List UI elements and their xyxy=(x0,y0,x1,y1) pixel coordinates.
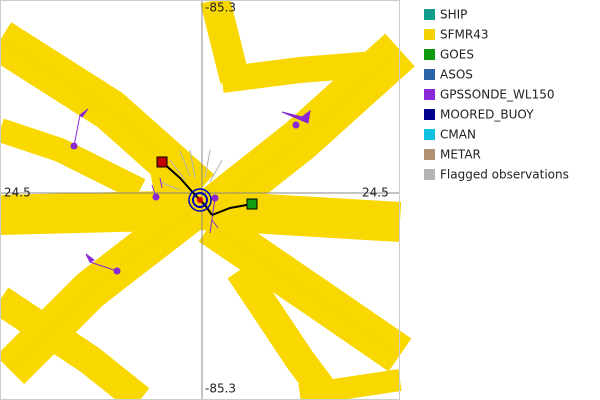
sfmr-swaths xyxy=(0,0,415,400)
legend-swatch xyxy=(424,169,435,180)
legend-swatch xyxy=(424,89,435,100)
legend-swatch xyxy=(424,109,435,120)
swath xyxy=(0,118,146,201)
storm-track xyxy=(156,156,258,216)
sonde-point xyxy=(211,194,219,202)
legend-label: GPSSONDE_WL150 xyxy=(440,88,554,102)
map-area: -85.3 -85.3 24.5 24.5 xyxy=(0,0,415,400)
center-point xyxy=(197,197,203,203)
sonde-barb xyxy=(85,253,118,272)
swath xyxy=(0,287,150,400)
sonde-point xyxy=(292,121,300,129)
track-line xyxy=(211,203,253,216)
axis-label-right: 24.5 xyxy=(362,186,389,200)
legend-label: GOES xyxy=(440,48,474,62)
gpssonde-barbs xyxy=(70,108,311,275)
legend-label: SFMR43 xyxy=(440,28,488,42)
swath-hatch xyxy=(204,49,401,216)
legend-label: CMAN xyxy=(440,128,476,142)
sonde-point xyxy=(70,142,78,150)
swath-hatch xyxy=(209,224,401,356)
end-marker xyxy=(246,198,258,210)
sonde-point xyxy=(152,193,160,201)
flagged-barb xyxy=(159,149,223,191)
swath xyxy=(111,108,184,203)
legend-swatch xyxy=(424,49,435,60)
start-marker xyxy=(156,156,168,168)
sonde-barb xyxy=(73,108,89,147)
axis-label-left: 24.5 xyxy=(4,186,31,200)
legend-swatch xyxy=(424,29,435,40)
flagged-barbs xyxy=(159,149,223,191)
legend-label: ASOS xyxy=(440,68,473,82)
sonde-point xyxy=(113,267,121,275)
legend-label: SHIP xyxy=(440,8,467,22)
axis-label-top: -85.3 xyxy=(205,1,236,15)
legend: SHIP SFMR43 GOES ASOS GPSSONDE_WL150 MOORED_B… xyxy=(424,8,569,182)
legend-swatch xyxy=(424,129,435,140)
swath xyxy=(0,189,213,385)
legend-swatch xyxy=(424,69,435,80)
buoy-circle xyxy=(188,188,212,212)
legend-swatch xyxy=(424,149,435,160)
legend-swatch xyxy=(424,9,435,20)
axis-label-bottom: -85.3 xyxy=(205,382,236,396)
legend-label: MOORED_BUOY xyxy=(440,108,534,122)
swath xyxy=(298,369,402,400)
sonde-barb xyxy=(281,109,311,124)
legend-label: METAR xyxy=(440,148,481,162)
legend-label: Flagged observations xyxy=(440,168,569,182)
buoy-circle xyxy=(192,192,208,208)
